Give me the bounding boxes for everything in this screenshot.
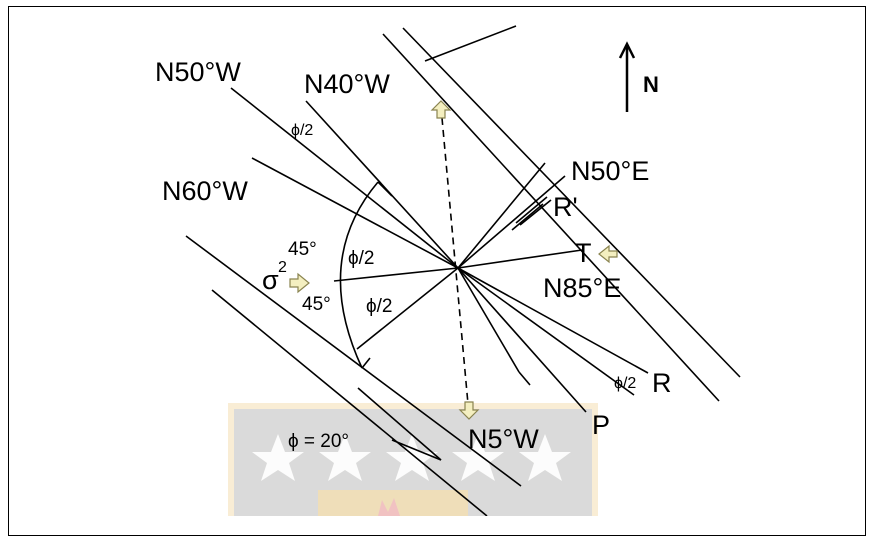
lower-left-line: [356, 267, 459, 350]
sigma-line: [333, 267, 459, 282]
n85e-line: [457, 249, 583, 269]
angle-arc: [339, 181, 393, 369]
label-phi-half-center-bottom: ϕ/2: [366, 296, 393, 317]
down-arrow-icon: [458, 401, 480, 420]
label-45-bottom: 45°: [302, 294, 331, 315]
r-line-2: [457, 267, 635, 396]
lower-right-line: [457, 267, 520, 373]
compression-arrows: [289, 100, 618, 420]
n60w-line: [251, 157, 459, 269]
label-n60w: N60°W: [162, 176, 248, 206]
north-arrow: [618, 41, 636, 112]
fault-boundaries: [185, 25, 741, 516]
label-sigma-superscript: 2: [278, 259, 287, 276]
lower-fault-line-3: [391, 439, 442, 461]
label-n50w: N50°W: [155, 57, 241, 87]
upper-fault-small: [518, 371, 531, 386]
label-n40w: N40°W: [304, 69, 390, 99]
label-p: P: [592, 410, 610, 440]
t-arrow-icon: [598, 244, 618, 264]
label-phi-half-center-top: ϕ/2: [348, 248, 375, 269]
label-t: T: [575, 238, 592, 268]
label-n5w: N5°W: [468, 424, 539, 454]
n50w-line: [230, 87, 459, 269]
sigma-arrow-icon: [289, 272, 310, 294]
lower-fault-line-4: [357, 387, 442, 461]
n40w-line: [305, 100, 459, 269]
upper-fault-line-3: [402, 27, 741, 378]
n50e-line-2: [457, 175, 566, 269]
p-line: [457, 267, 587, 413]
up-arrow-icon: [430, 100, 452, 119]
label-phi-half-top: ϕ/2: [291, 122, 313, 139]
riedel-shear-diagram: N50°W N40°W N60°W N50°E R' T N85°E R P N…: [155, 25, 741, 516]
label-phi-half-right: ϕ/2: [614, 375, 636, 392]
label-n50e: N50°E: [571, 156, 649, 186]
lower-fault-line-1: [185, 235, 522, 487]
upper-fault-line-2: [424, 25, 517, 62]
label-sigma: σ: [262, 265, 279, 295]
label-phi-value: ϕ = 20°: [288, 431, 349, 452]
watermark-logo: [228, 403, 598, 516]
label-45-top: 45°: [288, 239, 317, 260]
diagram-page: N50°W N40°W N60°W N50°E R' T N85°E R P N…: [8, 6, 866, 536]
shear-sense-marks: [511, 196, 552, 231]
r-line: [457, 267, 649, 374]
lower-fault-line-2: [211, 289, 488, 516]
shear-lines: [230, 87, 649, 413]
label-north: N: [643, 72, 659, 97]
n50e-line: [457, 162, 546, 269]
label-n85e: N85°E: [543, 273, 621, 303]
upper-fault-line-1: [382, 33, 720, 402]
label-r: R: [652, 368, 672, 398]
label-r-prime: R': [553, 192, 578, 222]
